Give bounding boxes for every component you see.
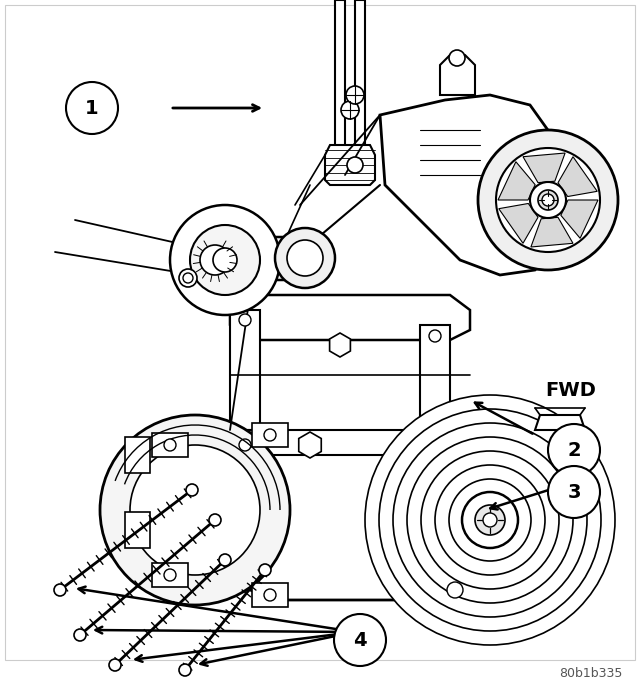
Circle shape: [542, 194, 554, 206]
Circle shape: [478, 130, 618, 270]
Polygon shape: [498, 162, 535, 200]
Polygon shape: [125, 512, 150, 548]
Text: 2: 2: [567, 441, 581, 459]
Polygon shape: [325, 145, 375, 185]
Circle shape: [334, 614, 386, 666]
Circle shape: [347, 157, 363, 173]
Polygon shape: [230, 295, 470, 340]
Text: FWD: FWD: [545, 380, 596, 400]
Polygon shape: [145, 435, 515, 600]
Circle shape: [164, 569, 176, 581]
Circle shape: [264, 429, 276, 441]
Circle shape: [483, 513, 497, 527]
Circle shape: [264, 589, 276, 601]
Text: 1: 1: [85, 99, 99, 117]
Circle shape: [164, 439, 176, 451]
Circle shape: [429, 330, 441, 342]
Polygon shape: [230, 310, 260, 430]
Circle shape: [183, 273, 193, 283]
Polygon shape: [531, 218, 573, 247]
Circle shape: [170, 205, 280, 315]
Circle shape: [449, 50, 465, 66]
Circle shape: [447, 582, 463, 598]
Polygon shape: [252, 583, 288, 607]
Polygon shape: [561, 200, 598, 238]
Polygon shape: [125, 437, 150, 473]
Circle shape: [130, 445, 260, 575]
Circle shape: [530, 182, 566, 218]
Polygon shape: [335, 0, 345, 175]
Polygon shape: [225, 430, 475, 455]
Circle shape: [548, 466, 600, 518]
Circle shape: [179, 664, 191, 676]
Circle shape: [365, 395, 615, 645]
Circle shape: [219, 554, 231, 566]
Polygon shape: [523, 153, 565, 183]
Circle shape: [179, 269, 197, 287]
Circle shape: [100, 415, 290, 605]
Circle shape: [346, 86, 364, 104]
Circle shape: [200, 245, 230, 275]
Circle shape: [287, 240, 323, 276]
Polygon shape: [152, 563, 188, 587]
Polygon shape: [299, 432, 321, 458]
Circle shape: [109, 659, 121, 671]
Polygon shape: [355, 0, 365, 145]
Circle shape: [548, 424, 600, 476]
Circle shape: [186, 484, 198, 496]
Circle shape: [475, 505, 505, 535]
Text: 4: 4: [353, 630, 367, 650]
Circle shape: [496, 148, 600, 252]
Text: 80b1b335: 80b1b335: [559, 667, 622, 680]
Circle shape: [275, 228, 335, 288]
Polygon shape: [420, 325, 450, 440]
Circle shape: [239, 314, 251, 326]
Circle shape: [239, 439, 251, 451]
Polygon shape: [330, 333, 350, 357]
Polygon shape: [215, 237, 310, 280]
Polygon shape: [252, 423, 288, 447]
Circle shape: [462, 492, 518, 548]
Circle shape: [213, 248, 237, 272]
Polygon shape: [535, 415, 585, 430]
Polygon shape: [499, 204, 538, 243]
Polygon shape: [152, 433, 188, 457]
Polygon shape: [380, 95, 570, 275]
Circle shape: [54, 584, 66, 596]
Circle shape: [538, 190, 558, 210]
Circle shape: [190, 225, 260, 295]
Text: 3: 3: [567, 482, 580, 502]
Circle shape: [341, 101, 359, 119]
Circle shape: [193, 238, 237, 282]
Circle shape: [66, 82, 118, 134]
Circle shape: [74, 629, 86, 641]
Circle shape: [209, 514, 221, 526]
Polygon shape: [440, 55, 475, 95]
Polygon shape: [558, 156, 597, 197]
Circle shape: [259, 564, 271, 576]
Circle shape: [429, 439, 441, 451]
